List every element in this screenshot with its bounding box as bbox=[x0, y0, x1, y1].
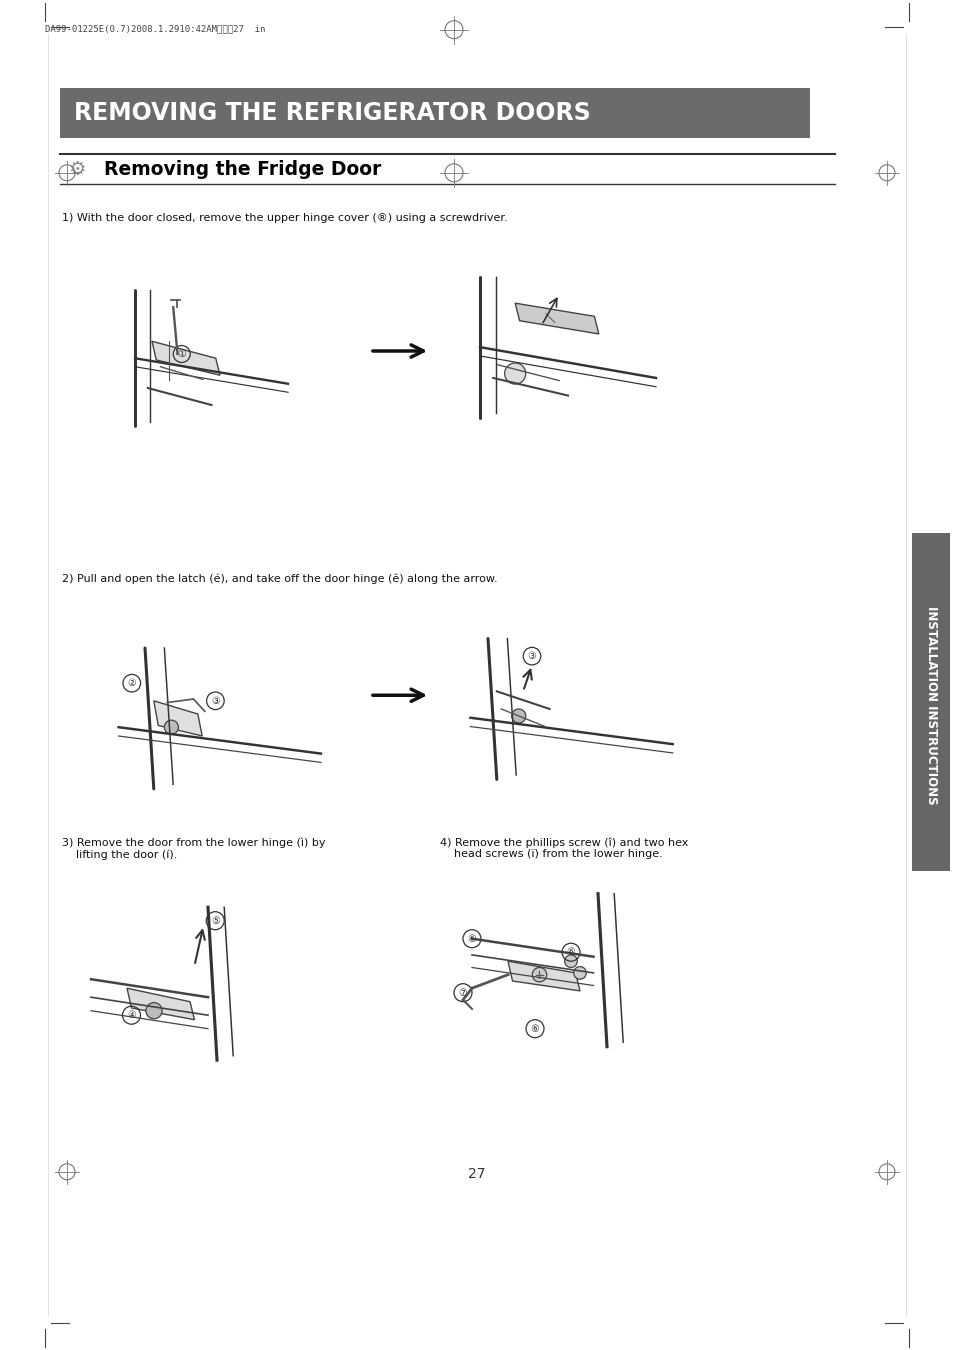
Text: ③: ③ bbox=[527, 651, 536, 661]
Circle shape bbox=[504, 363, 525, 385]
Bar bbox=[60, 88, 809, 138]
Text: ⚙: ⚙ bbox=[68, 159, 86, 178]
Text: 4) Remove the phillips screw (î) and two hex
    head screws (ï) from the lower : 4) Remove the phillips screw (î) and two… bbox=[439, 837, 688, 859]
Circle shape bbox=[564, 954, 577, 968]
Circle shape bbox=[146, 1003, 162, 1019]
Text: 2) Pull and open the latch (é), and take off the door hinge (ê) along the arrow.: 2) Pull and open the latch (é), and take… bbox=[62, 574, 497, 585]
Text: Removing the Fridge Door: Removing the Fridge Door bbox=[104, 159, 381, 178]
Circle shape bbox=[511, 709, 525, 724]
Text: ②: ② bbox=[128, 678, 136, 688]
Polygon shape bbox=[127, 988, 194, 1019]
Text: ⑥: ⑥ bbox=[530, 1023, 538, 1034]
Text: ⑦: ⑦ bbox=[458, 988, 467, 998]
Polygon shape bbox=[153, 701, 202, 736]
Circle shape bbox=[573, 967, 586, 979]
Polygon shape bbox=[515, 304, 598, 333]
Circle shape bbox=[532, 968, 546, 981]
Text: 27: 27 bbox=[468, 1168, 485, 1181]
Text: DA99-01225E(0.7)2008.1.2910:42AM어이진27  in: DA99-01225E(0.7)2008.1.2910:42AM어이진27 in bbox=[45, 24, 265, 34]
Polygon shape bbox=[152, 342, 220, 375]
Text: ⑥: ⑥ bbox=[566, 948, 575, 957]
Text: 1) With the door closed, remove the upper hinge cover (®) using a screwdriver.: 1) With the door closed, remove the uppe… bbox=[62, 213, 507, 223]
Bar bbox=[911, 533, 949, 864]
Circle shape bbox=[164, 720, 178, 734]
Text: 3) Remove the door from the lower hinge (ì) by
    lifting the door (í).: 3) Remove the door from the lower hinge … bbox=[62, 837, 325, 860]
Text: ①: ① bbox=[177, 350, 186, 359]
Text: ④: ④ bbox=[127, 1010, 135, 1021]
Text: INSTALLATION INSTRUCTIONS: INSTALLATION INSTRUCTIONS bbox=[923, 606, 937, 805]
Text: ③: ③ bbox=[211, 695, 219, 706]
Polygon shape bbox=[507, 961, 579, 991]
Text: ⑤: ⑤ bbox=[211, 915, 219, 926]
Text: ⑥: ⑥ bbox=[467, 934, 476, 944]
Text: REMOVING THE REFRIGERATOR DOORS: REMOVING THE REFRIGERATOR DOORS bbox=[74, 101, 590, 124]
